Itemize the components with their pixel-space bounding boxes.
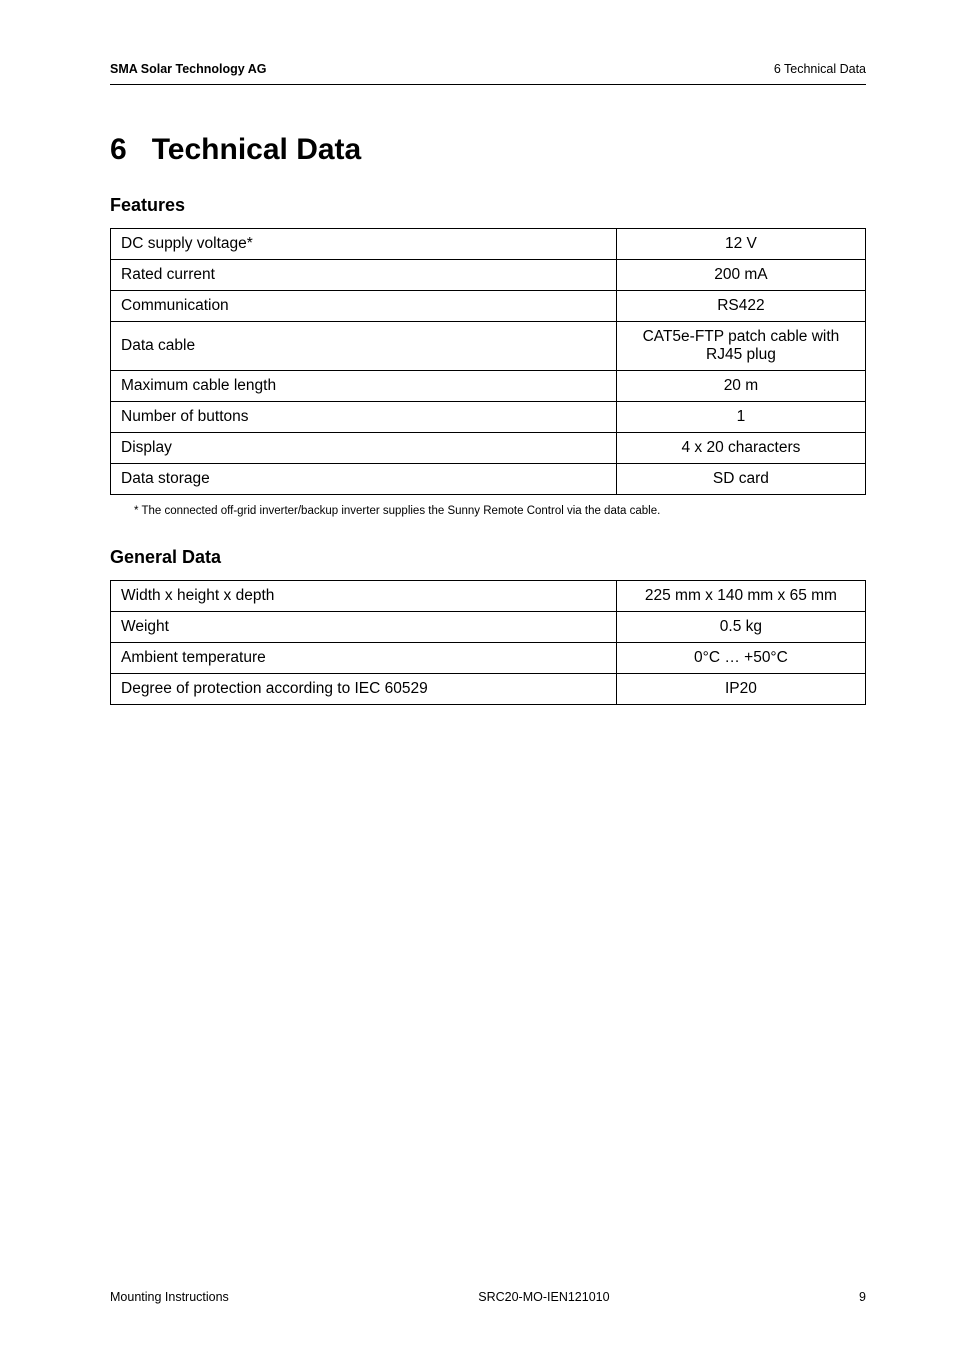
- cell-value: 20 m: [616, 371, 865, 402]
- table-row: Number of buttons 1: [111, 402, 866, 433]
- general-heading: General Data: [110, 547, 866, 568]
- footer-left: Mounting Instructions: [110, 1290, 229, 1304]
- cell-value: 0.5 kg: [616, 612, 865, 643]
- features-table: DC supply voltage* 12 V Rated current 20…: [110, 228, 866, 495]
- cell-label: Maximum cable length: [111, 371, 617, 402]
- features-footnote: * The connected off-grid inverter/backup…: [134, 505, 866, 517]
- page-footer: Mounting Instructions SRC20-MO-IEN121010…: [110, 1290, 866, 1304]
- cell-label: Data storage: [111, 464, 617, 495]
- table-row: DC supply voltage* 12 V: [111, 229, 866, 260]
- header-rule: [110, 84, 866, 85]
- cell-label: Number of buttons: [111, 402, 617, 433]
- table-row: Ambient temperature 0°C … +50°C: [111, 643, 866, 674]
- table-row: Display 4 x 20 characters: [111, 433, 866, 464]
- cell-value: 225 mm x 140 mm x 65 mm: [616, 581, 865, 612]
- header-left: SMA Solar Technology AG: [110, 62, 267, 76]
- page-header: SMA Solar Technology AG 6 Technical Data: [110, 62, 866, 76]
- table-row: Width x height x depth 225 mm x 140 mm x…: [111, 581, 866, 612]
- general-table: Width x height x depth 225 mm x 140 mm x…: [110, 580, 866, 705]
- features-heading: Features: [110, 195, 866, 216]
- cell-value: 4 x 20 characters: [616, 433, 865, 464]
- header-right: 6 Technical Data: [774, 62, 866, 76]
- footer-right: 9: [859, 1290, 866, 1304]
- cell-value: SD card: [616, 464, 865, 495]
- cell-label: Display: [111, 433, 617, 464]
- cell-value: IP20: [616, 674, 865, 705]
- table-row: Data storage SD card: [111, 464, 866, 495]
- cell-label: Degree of protection according to IEC 60…: [111, 674, 617, 705]
- cell-label: Weight: [111, 612, 617, 643]
- table-row: Rated current 200 mA: [111, 260, 866, 291]
- cell-value: 12 V: [616, 229, 865, 260]
- cell-label: DC supply voltage*: [111, 229, 617, 260]
- section-title: 6 Technical Data: [110, 133, 866, 167]
- table-row: Weight 0.5 kg: [111, 612, 866, 643]
- cell-value: RS422: [616, 291, 865, 322]
- table-row: Data cable CAT5e-FTP patch cable with RJ…: [111, 322, 866, 371]
- table-row: Maximum cable length 20 m: [111, 371, 866, 402]
- cell-value: 200 mA: [616, 260, 865, 291]
- cell-label: Rated current: [111, 260, 617, 291]
- cell-value: CAT5e-FTP patch cable with RJ45 plug: [616, 322, 865, 371]
- cell-value: 0°C … +50°C: [616, 643, 865, 674]
- table-row: Communication RS422: [111, 291, 866, 322]
- cell-label: Ambient temperature: [111, 643, 617, 674]
- cell-label: Width x height x depth: [111, 581, 617, 612]
- cell-value: 1: [616, 402, 865, 433]
- cell-label: Data cable: [111, 322, 617, 371]
- footer-center: SRC20-MO-IEN121010: [478, 1290, 609, 1304]
- table-row: Degree of protection according to IEC 60…: [111, 674, 866, 705]
- section-number: 6: [110, 133, 127, 166]
- cell-label: Communication: [111, 291, 617, 322]
- section-title-text: Technical Data: [152, 133, 362, 166]
